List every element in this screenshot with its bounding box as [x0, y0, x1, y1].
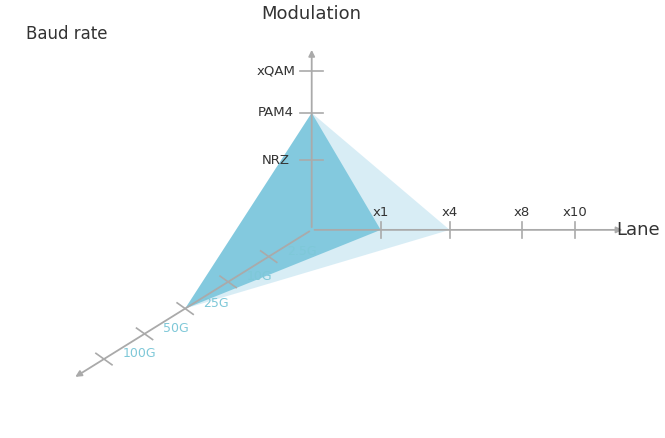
Text: NRZ: NRZ — [262, 154, 290, 167]
Text: 50G: 50G — [163, 322, 189, 335]
Text: 100G: 100G — [122, 347, 156, 360]
Text: PAM4: PAM4 — [258, 106, 294, 120]
Polygon shape — [185, 113, 450, 309]
Text: x10: x10 — [563, 206, 587, 219]
Text: Lane: Lane — [616, 221, 660, 239]
Text: xQAM: xQAM — [256, 64, 295, 78]
Text: Baud rate: Baud rate — [26, 25, 108, 43]
Text: Modulation: Modulation — [262, 5, 362, 24]
Text: 10G: 10G — [247, 270, 272, 283]
Text: 25G: 25G — [203, 297, 229, 310]
Text: x8: x8 — [513, 206, 530, 219]
Polygon shape — [185, 113, 380, 309]
Text: x1: x1 — [372, 206, 389, 219]
Text: 2.5G: 2.5G — [287, 245, 317, 258]
Text: x4: x4 — [442, 206, 458, 219]
